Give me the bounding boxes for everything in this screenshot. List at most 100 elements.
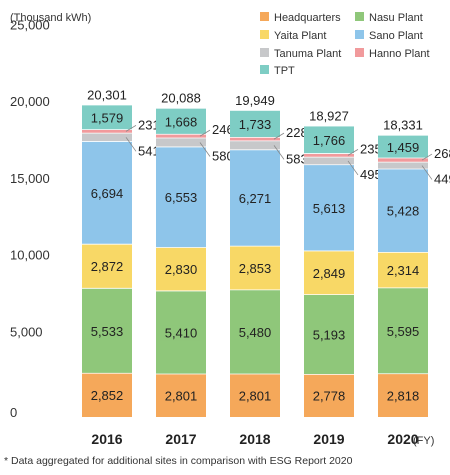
segment-value-label: 5,410 (165, 325, 198, 340)
segment-value-label: 5,533 (91, 324, 124, 339)
segment-value-label: 449 (434, 172, 450, 187)
segment-value-label: 235 (360, 141, 382, 156)
segment-label-bg (234, 260, 276, 276)
segment-value-label: 228 (286, 125, 308, 140)
legend-swatch (355, 12, 364, 21)
segment-label-bg (86, 185, 128, 201)
legend-label: Headquarters (274, 12, 341, 24)
segment-value-label: 246 (212, 122, 234, 137)
segment-value-label: 2,849 (313, 266, 346, 281)
bar-segment (82, 129, 132, 134)
total-value-label: 20,088 (161, 91, 201, 106)
segment-value-label: 2,801 (165, 389, 198, 404)
legend-swatch (355, 48, 364, 57)
bar-segment (230, 140, 280, 150)
bar-segment (378, 158, 428, 163)
fiscal-year-suffix: (FY) (413, 435, 434, 447)
total-value-label: 19,949 (235, 93, 275, 108)
y-tick-label: 20,000 (10, 94, 50, 109)
bar-segment (378, 162, 428, 170)
bar-group: 2,801 5,410 2,830 6,553 1,668 246 580 20,088 (156, 91, 234, 417)
total-value-label: 18,927 (309, 108, 349, 123)
segment-label-bg (86, 388, 128, 404)
segment-value-label: 2,853 (239, 261, 272, 276)
legend-label: Sano Plant (369, 30, 423, 42)
segment-value-label: 1,733 (239, 117, 272, 132)
callout-leader-line (125, 125, 137, 132)
callout-leader-line (421, 165, 433, 180)
segment-label-bg (234, 190, 276, 206)
legend-item: Tanuma Plant (260, 48, 341, 60)
segment-value-label: 495 (360, 167, 382, 182)
legend: Headquarters Nasu Plant Yaita Plant Sano Pl… (260, 12, 430, 77)
bar-segment (156, 134, 206, 139)
callout-leader-line (347, 160, 359, 176)
legend-swatch (260, 65, 269, 74)
x-tick-label: 2019 (313, 431, 344, 447)
callout-leader-line (273, 145, 285, 160)
callout-leader-line (125, 137, 137, 152)
segment-label-bg (234, 117, 276, 133)
segment-value-label: 2,830 (165, 262, 198, 277)
x-tick-label: 2018 (239, 431, 270, 447)
segment-value-label: 5,193 (313, 328, 346, 343)
bar-segment (304, 153, 354, 158)
segment-label-bg (382, 388, 424, 404)
segment-value-label: 6,553 (165, 190, 198, 205)
segment-value-label: 5,613 (313, 201, 346, 216)
segment-label-bg (160, 114, 202, 130)
segment-label-bg (308, 132, 350, 148)
callout-leader-line (273, 132, 285, 140)
bar-segment (304, 157, 354, 165)
segment-value-label: 1,459 (387, 140, 420, 155)
bar-group: 2,818 5,595 2,314 5,428 1,459 268 449 18,331 (378, 118, 450, 417)
callout-leader-line (199, 142, 211, 157)
y-tick-label: 15,000 (10, 171, 50, 186)
segment-label-bg (234, 324, 276, 340)
bar-segment (156, 138, 206, 147)
bar-group: 2,778 5,193 2,849 5,613 1,766 235 495 18,927 (304, 108, 382, 417)
segment-value-label: 2,852 (91, 388, 124, 403)
bar-group: 2,852 5,533 2,872 6,694 1,579 231 541 20,301 (82, 87, 160, 417)
segment-value-label: 1,766 (313, 133, 346, 148)
segment-value-label: 583 (286, 151, 308, 166)
segment-value-label: 2,872 (91, 259, 124, 274)
segment-label-bg (160, 388, 202, 404)
legend-swatch (355, 30, 364, 39)
y-tick-label: 5,000 (10, 324, 43, 339)
segment-label-bg (160, 262, 202, 278)
segment-label-bg (382, 263, 424, 279)
legend-item: Headquarters (260, 12, 341, 24)
y-axis-ticks: 0 5,000 10,000 15,000 20,000 25,000 (10, 17, 50, 420)
x-tick-label: 2020 (387, 431, 418, 447)
segment-value-label: 268 (434, 146, 450, 161)
legend-item: Sano Plant (355, 30, 423, 42)
legend-label: TPT (274, 65, 295, 77)
segment-value-label: 5,595 (387, 324, 420, 339)
x-tick-label: 2016 (91, 431, 122, 447)
legend-label: Tanuma Plant (274, 48, 341, 60)
segment-value-label: 2,818 (387, 388, 420, 403)
legend-swatch (260, 12, 269, 21)
callout-leader-line (421, 153, 433, 161)
segment-label-bg (382, 139, 424, 155)
segment-value-label: 2,314 (387, 263, 420, 278)
segment-label-bg (160, 325, 202, 341)
y-tick-label: 10,000 (10, 248, 50, 263)
segment-label-bg (308, 265, 350, 281)
segment-value-label: 6,271 (239, 191, 272, 206)
callout-leader-line (347, 149, 359, 156)
y-axis-unit-label: (Thousand kWh) (10, 12, 91, 24)
segment-value-label: 6,694 (91, 186, 124, 201)
total-value-label: 18,331 (383, 118, 423, 133)
segment-label-bg (160, 190, 202, 206)
bar-group: 2,801 5,480 2,853 6,271 1,733 228 583 19,949 (230, 93, 308, 417)
segment-value-label: 231 (138, 117, 160, 132)
segment-value-label: 1,579 (91, 110, 124, 125)
x-axis-ticks: 2016 2017 2018 2019 2020 (91, 431, 418, 447)
legend-item: Nasu Plant (355, 12, 423, 24)
segment-value-label: 580 (212, 148, 234, 163)
segment-label-bg (234, 388, 276, 404)
